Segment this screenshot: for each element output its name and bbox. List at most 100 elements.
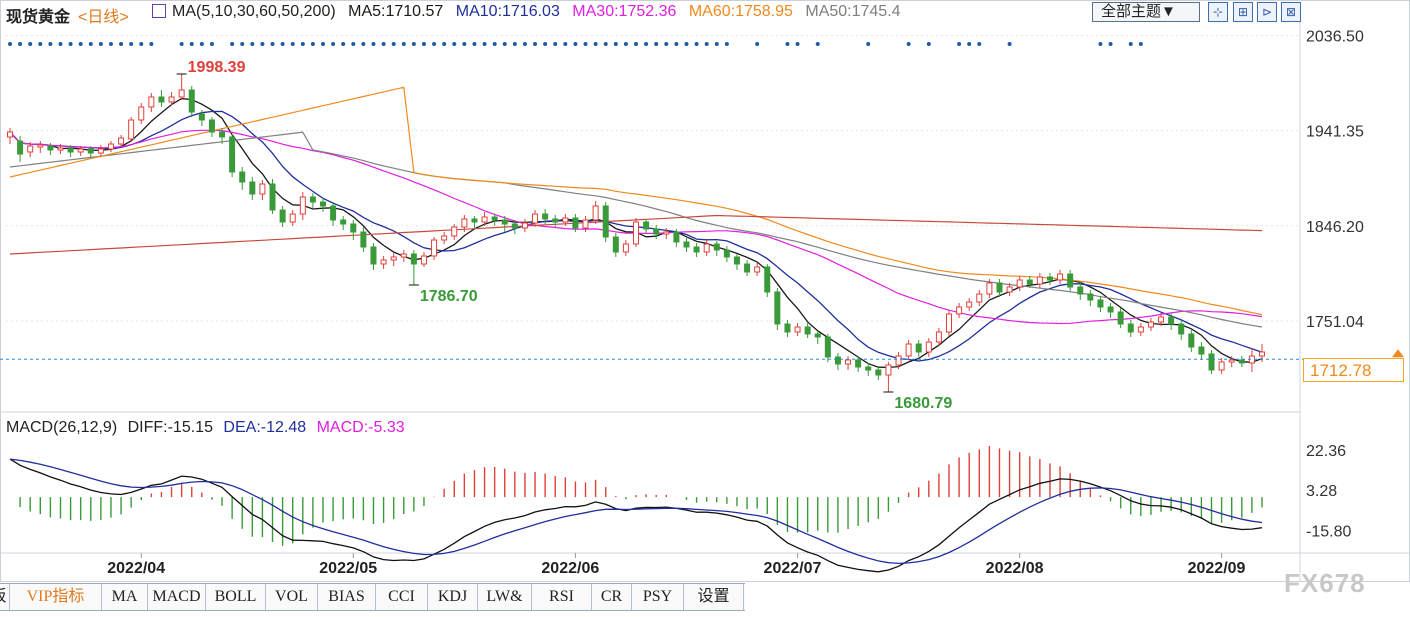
theme-dropdown-button[interactable]: 全部主题▼ bbox=[1092, 2, 1200, 22]
event-dot bbox=[209, 42, 214, 46]
event-dot bbox=[1108, 42, 1113, 46]
candle-body bbox=[320, 201, 326, 207]
event-dot bbox=[502, 42, 507, 46]
event-dot bbox=[664, 42, 669, 46]
event-dot bbox=[290, 42, 295, 46]
event-dot bbox=[967, 42, 972, 46]
candle-body bbox=[239, 171, 246, 183]
event-dot bbox=[684, 42, 689, 46]
event-dot bbox=[1007, 42, 1012, 46]
macd-axis-label: 22.36 bbox=[1306, 443, 1346, 460]
candle-body bbox=[1127, 323, 1134, 333]
candle-body bbox=[875, 369, 882, 376]
event-dot bbox=[78, 42, 83, 46]
tab-settings[interactable]: 设置 bbox=[684, 584, 744, 610]
event-dot bbox=[644, 42, 649, 46]
tab-vol[interactable]: VOL bbox=[266, 584, 318, 610]
event-dot bbox=[401, 42, 406, 46]
macd-title: MACD(26,12,9) bbox=[6, 419, 118, 436]
candle-body bbox=[1107, 306, 1114, 313]
macd-value: MACD:-5.33 bbox=[316, 419, 405, 436]
candle-body bbox=[289, 213, 296, 223]
ma5-value: MA5:1710.57 bbox=[348, 3, 444, 20]
ma-settings-icon[interactable] bbox=[152, 4, 166, 18]
candle-body bbox=[1168, 316, 1175, 325]
symbol-title: 现货黄金 bbox=[6, 9, 71, 26]
tab-kdj[interactable]: KDJ bbox=[428, 584, 478, 610]
event-dot bbox=[926, 42, 931, 46]
event-dot bbox=[815, 42, 820, 46]
tab-psy[interactable]: PSY bbox=[632, 584, 684, 610]
tab-bias[interactable]: BIAS bbox=[318, 584, 376, 610]
tab-vip-indicators[interactable]: VIP指标 bbox=[10, 584, 102, 610]
extreme-label: 1998.39 bbox=[188, 59, 246, 76]
indicator-tab-bar: 板 VIP指标 MA MACD BOLL VOL BIAS CCI KDJ LW… bbox=[0, 583, 745, 611]
event-dot bbox=[411, 42, 416, 46]
tab-macd[interactable]: MACD bbox=[148, 584, 206, 610]
candle-body bbox=[350, 223, 357, 233]
event-dot bbox=[341, 42, 346, 46]
candle-body bbox=[713, 243, 720, 251]
candle-body bbox=[794, 326, 801, 333]
candle-body bbox=[47, 145, 54, 151]
tab-lw[interactable]: LW& bbox=[478, 584, 532, 610]
macd-dea: DEA:-12.48 bbox=[223, 419, 307, 436]
ma50-line bbox=[9, 131, 1263, 328]
candle-body bbox=[77, 148, 84, 153]
candle-body bbox=[138, 106, 145, 121]
candle-body bbox=[602, 205, 609, 238]
candle-body bbox=[451, 226, 458, 237]
candle-body bbox=[7, 131, 13, 138]
tab-boll[interactable]: BOLL bbox=[206, 584, 266, 610]
candle-body bbox=[774, 291, 781, 325]
period-selector[interactable]: <日线> bbox=[78, 9, 129, 26]
time-axis-label: 2022/07 bbox=[764, 560, 822, 577]
play-icon[interactable]: ⊳ bbox=[1257, 2, 1277, 22]
watermark-logo: FX678 bbox=[1284, 568, 1366, 598]
current-price-marker-icon bbox=[1392, 349, 1404, 358]
candle-body bbox=[653, 228, 660, 235]
event-dot bbox=[28, 42, 33, 46]
candle-body bbox=[1158, 316, 1165, 323]
event-dot bbox=[98, 42, 103, 46]
price-axis-label: 1846.20 bbox=[1306, 219, 1364, 236]
event-dot bbox=[48, 42, 53, 46]
candle-body bbox=[1147, 321, 1154, 328]
event-dot bbox=[906, 42, 911, 46]
candle-body bbox=[733, 256, 740, 265]
macd-axis-label: 3.28 bbox=[1306, 483, 1337, 500]
crosshair-tool-icon[interactable]: ⊹ bbox=[1208, 2, 1228, 22]
event-dot bbox=[108, 42, 113, 46]
candle-body bbox=[178, 89, 185, 98]
macd-diff-line bbox=[9, 458, 1263, 573]
candle-body bbox=[340, 219, 347, 225]
tab-rsi[interactable]: RSI bbox=[532, 584, 592, 610]
tab-ma[interactable]: MA bbox=[102, 584, 148, 610]
candle-body bbox=[208, 119, 215, 133]
grid-layout-icon[interactable]: ⊞ bbox=[1233, 2, 1253, 22]
event-dot bbox=[421, 42, 426, 46]
event-dot bbox=[795, 42, 800, 46]
event-dot bbox=[189, 42, 194, 46]
event-dot bbox=[58, 42, 63, 46]
event-dot bbox=[553, 42, 558, 46]
event-dot bbox=[755, 42, 760, 46]
tab-partial[interactable]: 板 bbox=[0, 584, 10, 610]
extreme-label: 1680.79 bbox=[894, 395, 952, 412]
candle-body bbox=[431, 239, 438, 257]
tab-cr[interactable]: CR bbox=[592, 584, 632, 610]
candle-body bbox=[865, 366, 872, 371]
ma60-line bbox=[9, 86, 1263, 316]
event-dot bbox=[250, 42, 255, 46]
candle-body bbox=[279, 209, 286, 223]
event-dot bbox=[543, 42, 548, 46]
event-dot bbox=[381, 42, 386, 46]
fullscreen-icon[interactable]: ⊠ bbox=[1281, 2, 1301, 22]
candle-body bbox=[946, 313, 952, 333]
candle-body bbox=[17, 140, 24, 155]
tab-cci[interactable]: CCI bbox=[376, 584, 428, 610]
event-dot bbox=[512, 42, 517, 46]
event-dot bbox=[957, 42, 962, 46]
event-dot bbox=[351, 42, 356, 46]
